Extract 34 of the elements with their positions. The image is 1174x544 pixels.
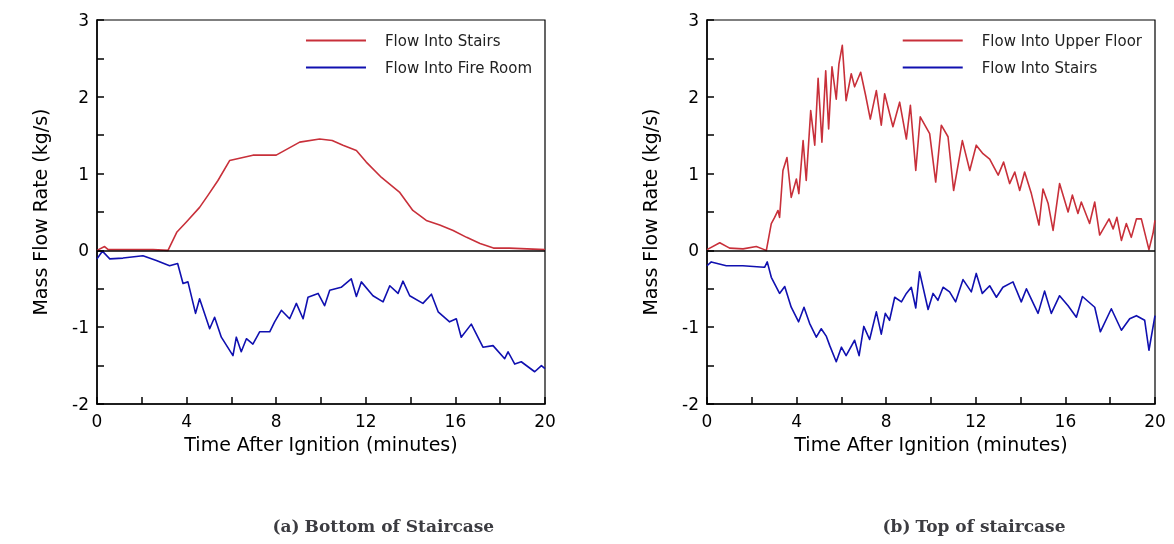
y-tick-label: 2 <box>78 86 89 107</box>
x-tick-label: 0 <box>91 410 103 431</box>
legend-label: Flow Into Stairs <box>384 31 501 50</box>
y-tick-label: 3 <box>688 10 699 30</box>
text: (a) Bottom of Staircase <box>272 516 495 536</box>
y-axis-title: Mass Flow Rate (kg/s) <box>28 108 51 316</box>
y-tick-label: -2 <box>682 394 699 414</box>
x-tick-label: 16 <box>444 410 467 431</box>
x-tick-label: 8 <box>270 410 282 431</box>
y-tick-label: 3 <box>78 10 89 30</box>
x-tick-label: 8 <box>880 410 892 431</box>
x-axis-title: Time After Ignition (minutes) <box>183 432 458 455</box>
x-tick-label: 20 <box>1144 410 1166 431</box>
y-tick-label: 1 <box>78 163 89 184</box>
legend-label: Flow Into Stairs <box>981 58 1098 77</box>
y-tick-label: -2 <box>72 394 89 414</box>
legend-label: Flow Into Fire Room <box>384 58 533 77</box>
y-tick-label: -1 <box>72 317 89 338</box>
y-tick-label: 0 <box>688 240 699 261</box>
text: (b) Top of staircase <box>882 516 1066 536</box>
y-tick-label: 2 <box>688 86 699 107</box>
y-axis-title: Mass Flow Rate (kg/s) <box>638 108 661 316</box>
y-tick-label: 0 <box>78 240 89 261</box>
x-tick-label: 20 <box>534 410 556 431</box>
y-tick-label: -1 <box>682 317 699 338</box>
x-tick-label: 4 <box>181 410 193 431</box>
x-tick-label: 12 <box>964 410 987 431</box>
x-axis-title: Time After Ignition (minutes) <box>793 432 1068 455</box>
x-tick-label: 12 <box>354 410 377 431</box>
x-tick-label: 16 <box>1054 410 1077 431</box>
y-tick-label: 1 <box>688 163 699 184</box>
x-tick-label: 0 <box>701 410 713 431</box>
x-tick-label: 4 <box>791 410 803 431</box>
legend-label: Flow Into Upper Floor <box>981 31 1143 50</box>
